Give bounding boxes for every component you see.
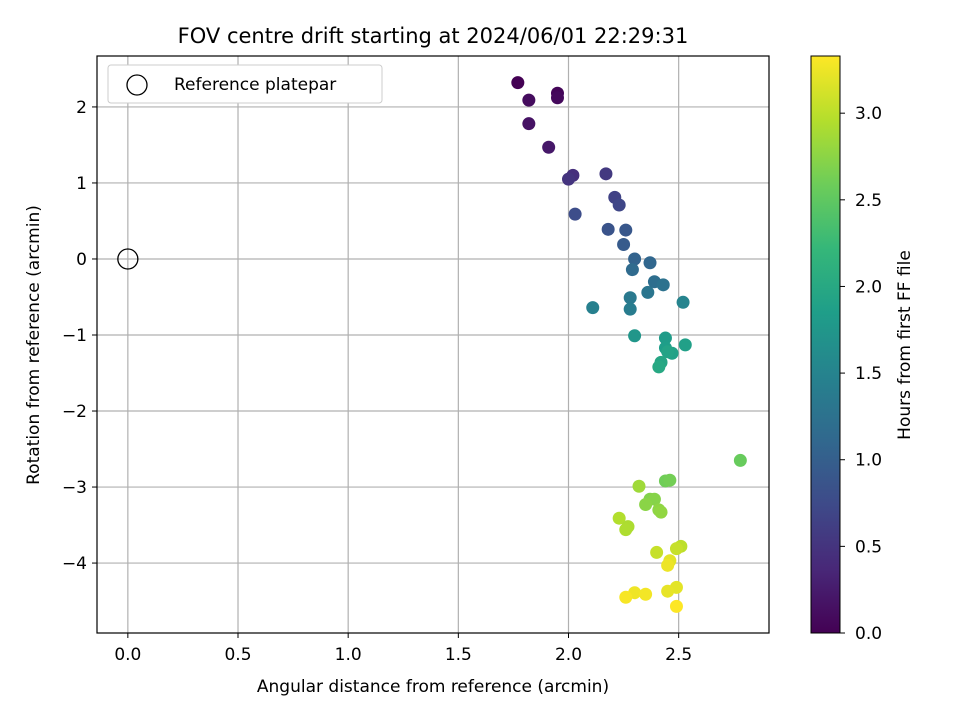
colorbar-tick-label: 3.0 bbox=[855, 104, 882, 124]
y-tick-label: 1 bbox=[76, 174, 87, 194]
scatter-point bbox=[632, 479, 646, 493]
data-points bbox=[511, 76, 747, 613]
y-tick-label: 0 bbox=[76, 250, 87, 270]
legend-box bbox=[107, 64, 383, 104]
x-axis-label: Angular distance from reference (arcmin) bbox=[257, 677, 609, 697]
x-axis-ticks: 0.0 0.5 1.0 1.5 2.0 2.5 bbox=[114, 633, 692, 665]
x-tick-label: 2.5 bbox=[665, 645, 692, 665]
scatter-point bbox=[628, 252, 642, 266]
legend: Reference platepar bbox=[107, 64, 383, 104]
scatter-point bbox=[639, 587, 653, 601]
colorbar-tick-label: 2.5 bbox=[855, 191, 882, 211]
y-axis-label: Rotation from reference (arcmin) bbox=[24, 205, 44, 485]
y-tick-label: −3 bbox=[62, 478, 87, 498]
scatter-point bbox=[669, 542, 683, 556]
scatter-point bbox=[654, 505, 668, 519]
scatter-point bbox=[669, 599, 683, 613]
scatter-point bbox=[612, 198, 626, 212]
grid-lines bbox=[97, 56, 769, 633]
scatter-point bbox=[639, 498, 653, 512]
y-tick-label: −1 bbox=[62, 326, 87, 346]
colorbar-tick-label: 1.0 bbox=[855, 451, 882, 471]
scatter-point bbox=[661, 558, 675, 572]
y-tick-label: 2 bbox=[76, 98, 87, 118]
scatter-point bbox=[623, 291, 637, 305]
scatter-point bbox=[568, 207, 582, 221]
scatter-point bbox=[663, 473, 677, 487]
colorbar-ticks: 0.0 0.5 1.0 1.5 2.0 2.5 3.0 bbox=[840, 104, 882, 644]
x-tick-label: 2.0 bbox=[555, 645, 582, 665]
scatter-point bbox=[678, 338, 692, 352]
x-tick-label: 1.5 bbox=[445, 645, 472, 665]
x-tick-label: 1.0 bbox=[335, 645, 362, 665]
scatter-point bbox=[617, 238, 631, 252]
y-tick-label: −4 bbox=[62, 554, 87, 574]
x-tick-label: 0.5 bbox=[224, 645, 251, 665]
reference-layer bbox=[117, 248, 139, 270]
scatter-point bbox=[612, 511, 626, 525]
scatter-point bbox=[623, 302, 637, 316]
colorbar-tick-label: 2.0 bbox=[855, 277, 882, 297]
scatter-point bbox=[542, 140, 556, 154]
scatter-point bbox=[661, 584, 675, 598]
scatter-point bbox=[522, 117, 536, 131]
scatter-point bbox=[641, 285, 655, 299]
colorbar-tick-label: 0.0 bbox=[855, 624, 882, 644]
scatter-point bbox=[656, 278, 670, 292]
colorbar-label: Hours from first FF file bbox=[895, 250, 915, 440]
plot-frame bbox=[96, 55, 770, 634]
colorbar bbox=[810, 55, 841, 634]
legend-marker bbox=[126, 74, 148, 96]
scatter-point bbox=[511, 76, 525, 90]
scatter-point bbox=[586, 301, 600, 315]
scatter-point bbox=[625, 263, 639, 277]
scatter-point bbox=[619, 223, 633, 237]
scatter-point bbox=[562, 172, 576, 186]
scatter-point bbox=[658, 331, 672, 345]
colorbar-tick-label: 0.5 bbox=[855, 537, 882, 557]
scatter-point bbox=[652, 360, 666, 374]
scatter-point bbox=[599, 167, 613, 181]
scatter-point bbox=[550, 91, 564, 105]
scatter-point bbox=[643, 256, 657, 270]
x-tick-label: 0.0 bbox=[114, 645, 141, 665]
scatter-point bbox=[733, 453, 747, 467]
colorbar-tick-label: 1.5 bbox=[855, 364, 882, 384]
reference-point bbox=[117, 248, 139, 270]
scatter-point bbox=[650, 545, 664, 559]
scatter-point bbox=[619, 590, 633, 604]
scatter-point bbox=[601, 222, 615, 236]
scatter-point bbox=[619, 523, 633, 537]
scatter-point bbox=[628, 329, 642, 343]
y-axis-ticks: 2 1 0 −1 −2 −3 −4 bbox=[62, 98, 97, 574]
scatter-point bbox=[661, 345, 675, 359]
y-tick-label: −2 bbox=[62, 402, 87, 422]
chart-title: FOV centre drift starting at 2024/06/01 … bbox=[178, 24, 689, 48]
legend-entry-label: Reference platepar bbox=[174, 75, 336, 95]
scatter-point bbox=[522, 93, 536, 107]
scatter-point bbox=[676, 295, 690, 309]
